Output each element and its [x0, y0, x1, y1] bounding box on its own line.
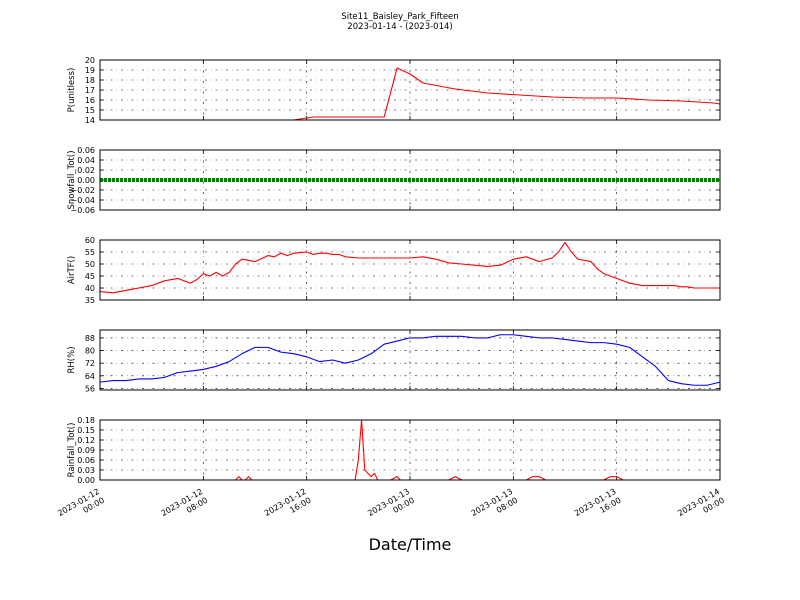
y-tick-label: 60: [85, 236, 95, 245]
figure-title-line2: 2023-01-14 - (2023-014): [347, 22, 452, 32]
x-tick-label: 2023-01-1316:00: [573, 487, 623, 527]
y-tick-label: 18: [85, 76, 95, 85]
x-tick-label: 2023-01-1200:00: [56, 487, 106, 527]
y-tick-label: −0.04: [70, 196, 95, 205]
y-tick-label: 14: [85, 116, 95, 125]
y-tick-label: 15: [85, 106, 95, 115]
series-line: [100, 67, 721, 121]
y-tick-label: 88: [85, 334, 95, 343]
y-tick-label: 0.09: [77, 446, 95, 455]
y-tick-label: 0.12: [77, 436, 95, 445]
plot-frame: [99, 419, 721, 481]
y-tick-label: 0.03: [77, 466, 95, 475]
x-tick-label: 2023-01-1400:00: [676, 487, 726, 527]
y-tick-label: 0.04: [77, 156, 95, 165]
y-tick-label: 0.06: [77, 146, 95, 155]
y-tick-label: 35: [85, 296, 95, 305]
y-tick-label: 50: [85, 260, 95, 269]
y-tick-label: 0.00: [77, 176, 95, 185]
y-tick-label: −0.02: [70, 186, 95, 195]
panel-3: 35 40 45 50 55 60 AirTF(): [67, 236, 721, 305]
y-axis-label: RH(%): [67, 346, 77, 373]
plot-frame: [99, 149, 721, 211]
plot-frame: [99, 239, 721, 301]
y-tick-label: 56: [85, 384, 95, 393]
y-tick-label: 19: [85, 66, 95, 75]
plot-frame: [99, 59, 721, 121]
plot-frame: [99, 329, 721, 391]
y-tick-label: 40: [85, 284, 95, 293]
x-tick-label: 2023-01-1308:00: [470, 487, 520, 527]
y-tick-label: 17: [85, 86, 95, 95]
panel-4: 56 64 72 80 88 RH(%): [67, 329, 721, 393]
y-axis-label: P(unitless): [67, 68, 77, 113]
x-tick-label: 2023-01-1208:00: [160, 487, 210, 527]
x-tick-labels: 2023-01-1200:00 2023-01-1208:00 2023-01-12…: [56, 487, 726, 527]
y-tick-label: −0.06: [70, 206, 95, 215]
x-axis-label: Date/Time: [369, 535, 452, 554]
y-tick-label: 45: [85, 272, 95, 281]
y-tick-label: 55: [85, 248, 95, 257]
y-tick-label: 64: [85, 372, 95, 381]
panel-5: 0.000.030.060.090.120.150.18Rainfall_Tot…: [67, 416, 721, 485]
series-line: [99, 334, 721, 386]
y-axis-label: Rainfall_Tot(): [67, 423, 77, 478]
series-line: [99, 241, 720, 294]
panel-2: −0.06−0.04−0.020.000.020.040.06Snowfall_…: [67, 146, 721, 215]
y-tick-label: 0.18: [77, 416, 95, 425]
y-tick-label: 0.00: [77, 476, 95, 485]
y-tick-label: 0.06: [77, 456, 95, 465]
y-tick-label: 0.02: [77, 166, 95, 175]
y-tick-label: 80: [85, 347, 95, 356]
y-tick-label: 16: [85, 96, 95, 105]
figure-title-line1: Site11_Baisley_Park_Fifteen: [341, 12, 458, 22]
y-tick-label: 72: [85, 359, 95, 368]
y-axis-label: Snowfall_Tot(): [67, 150, 77, 209]
y-axis-label: AirTF(): [67, 256, 77, 284]
y-tick-label: 20: [85, 56, 95, 65]
x-tick-label: 2023-01-1300:00: [366, 487, 416, 527]
x-tick-label: 2023-01-1216:00: [263, 487, 313, 527]
y-tick-label: 0.15: [77, 426, 95, 435]
